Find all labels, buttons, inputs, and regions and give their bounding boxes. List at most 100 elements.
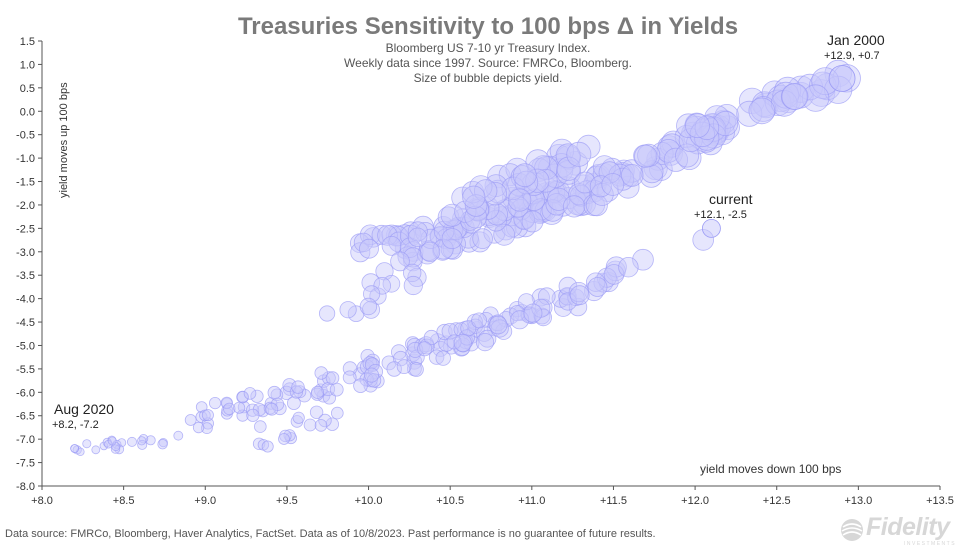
data-bubble	[675, 143, 700, 168]
data-bubble	[510, 198, 532, 221]
data-bubble	[764, 89, 792, 117]
data-bubble	[436, 323, 453, 341]
y-tick-label: -4.5	[16, 317, 35, 329]
data-bubble	[714, 104, 740, 129]
data-bubble	[253, 420, 267, 433]
data-bubble	[523, 303, 543, 323]
data-bubble	[283, 429, 296, 442]
annotation-value: +8.2, -7.2	[52, 419, 99, 431]
data-bubble	[173, 430, 184, 441]
fidelity-globe-icon	[841, 519, 863, 541]
data-bubble	[318, 413, 332, 428]
x-tick-label: +8.5	[113, 495, 135, 507]
data-bubble	[278, 433, 290, 445]
data-bubble	[318, 305, 336, 322]
data-bubble	[377, 225, 398, 246]
data-bubble	[435, 350, 451, 366]
y-tick-label: -5.5	[16, 364, 35, 376]
data-bubble	[472, 228, 493, 249]
y-tick-label: -1.5	[16, 177, 35, 189]
data-bubble	[127, 436, 138, 447]
data-bubble	[521, 200, 544, 223]
annotated-point	[70, 444, 80, 453]
data-bubble	[440, 239, 461, 260]
data-bubble	[363, 367, 379, 383]
data-bubble	[750, 96, 777, 122]
data-bubble	[490, 319, 509, 338]
data-bubble	[694, 125, 720, 151]
data-bubble	[325, 417, 340, 431]
data-bubble	[562, 195, 586, 218]
data-bubble	[531, 288, 550, 307]
annotations: Jan 2000 +12.9, +0.7 current +12.1, -2.5 Aug…	[52, 32, 885, 453]
data-bubble	[282, 378, 297, 393]
data-bubble	[587, 277, 608, 297]
data-bubble	[359, 297, 378, 316]
data-bubble	[291, 380, 305, 394]
data-bubble	[399, 237, 421, 258]
y-tick-label: 1.5	[20, 36, 35, 48]
data-bubble	[223, 402, 236, 416]
annotation-value: +12.9, +0.7	[824, 50, 880, 62]
data-bubble	[303, 418, 317, 432]
data-bubble	[390, 344, 407, 360]
data-bubble	[685, 113, 710, 139]
data-bubble	[390, 251, 410, 272]
data-bubble	[289, 385, 303, 399]
data-bubble	[541, 199, 565, 222]
data-bubble	[359, 238, 379, 259]
data-bubble	[453, 333, 472, 352]
y-tick-label: -2.0	[16, 200, 35, 212]
data-bubble	[555, 143, 581, 169]
x-tick-label: +10.0	[355, 495, 383, 507]
data-bubble	[91, 445, 101, 455]
data-bubble	[286, 396, 301, 411]
x-tick-label: +10.5	[436, 495, 464, 507]
data-bubble	[314, 366, 328, 380]
data-bubble	[485, 209, 507, 232]
data-bubble	[441, 228, 463, 250]
data-bubble	[566, 141, 592, 167]
data-bubble	[243, 387, 257, 400]
data-bubble	[454, 200, 477, 223]
data-bubble	[309, 405, 324, 420]
data-bubble	[521, 306, 538, 324]
data-bubble	[534, 298, 553, 317]
data-bubble	[418, 338, 435, 355]
y-tick-label: -7.5	[16, 458, 35, 470]
data-bubble	[462, 185, 486, 209]
data-bubble	[137, 436, 147, 446]
data-bubble	[748, 97, 776, 125]
x-tick-label: +12.5	[763, 495, 791, 507]
logo-wordmark: Fidelity	[866, 513, 950, 541]
data-bubble	[493, 223, 516, 246]
data-bubble	[618, 257, 639, 278]
data-bubble	[201, 409, 214, 422]
data-bubble	[508, 188, 532, 212]
data-bubble	[359, 372, 374, 387]
data-bubble	[637, 143, 661, 167]
data-bubble	[568, 183, 591, 206]
data-bubble	[455, 337, 471, 353]
axes: 1.5 1.0 0.5 0.0 -0.5 -1.0 -1.5 -2.0 -2.5 -3.0 -3.5…	[16, 36, 954, 507]
data-bubble	[270, 388, 284, 402]
data-bubble	[381, 235, 402, 256]
chart-subtitle-line: Bloomberg US 7-10 yr Treasury Index.	[386, 41, 591, 55]
data-bubble	[339, 301, 357, 319]
data-bubble	[99, 441, 109, 451]
data-bubble	[525, 149, 551, 174]
data-bubble	[712, 110, 739, 137]
data-bubble	[514, 170, 539, 195]
data-bubble	[236, 409, 249, 422]
x-tick-label: +8.0	[31, 495, 53, 507]
x-tick-label: +11.5	[600, 495, 627, 507]
data-bubble	[464, 194, 488, 217]
data-bubble	[488, 315, 508, 335]
annotation-label: Jan 2000	[827, 32, 885, 48]
chart-title: Treasuries Sensitivity to 100 bps Δ in Y…	[238, 13, 738, 40]
data-bubble	[110, 444, 121, 454]
y-tick-label: -7.0	[16, 434, 35, 446]
x-tick-label: +9.5	[276, 495, 298, 507]
data-bubble	[569, 285, 590, 306]
data-bubble	[676, 113, 701, 138]
